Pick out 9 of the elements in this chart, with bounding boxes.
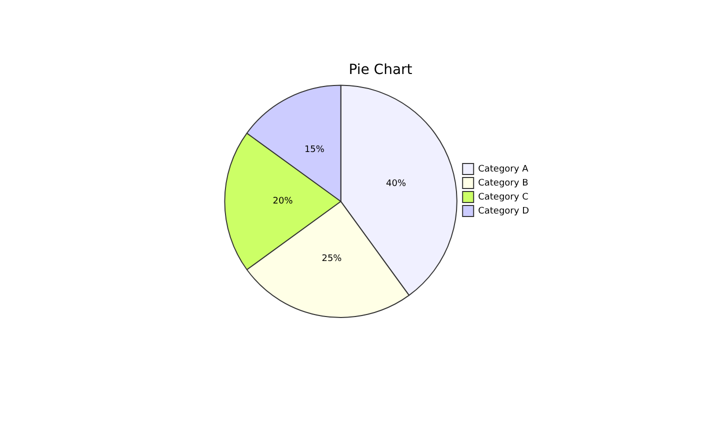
- data-label: 40%: [386, 178, 406, 189]
- legend-label: Category D: [478, 206, 530, 216]
- data-label: 25%: [322, 254, 342, 264]
- legend-label: Category C: [478, 192, 528, 202]
- data-label: 20%: [272, 196, 294, 207]
- legend-label: Category A: [478, 164, 530, 174]
- legend-label: Category B: [478, 178, 528, 188]
- data-label: 15%: [304, 145, 325, 156]
- chart-title: Pie Chart: [348, 62, 413, 78]
